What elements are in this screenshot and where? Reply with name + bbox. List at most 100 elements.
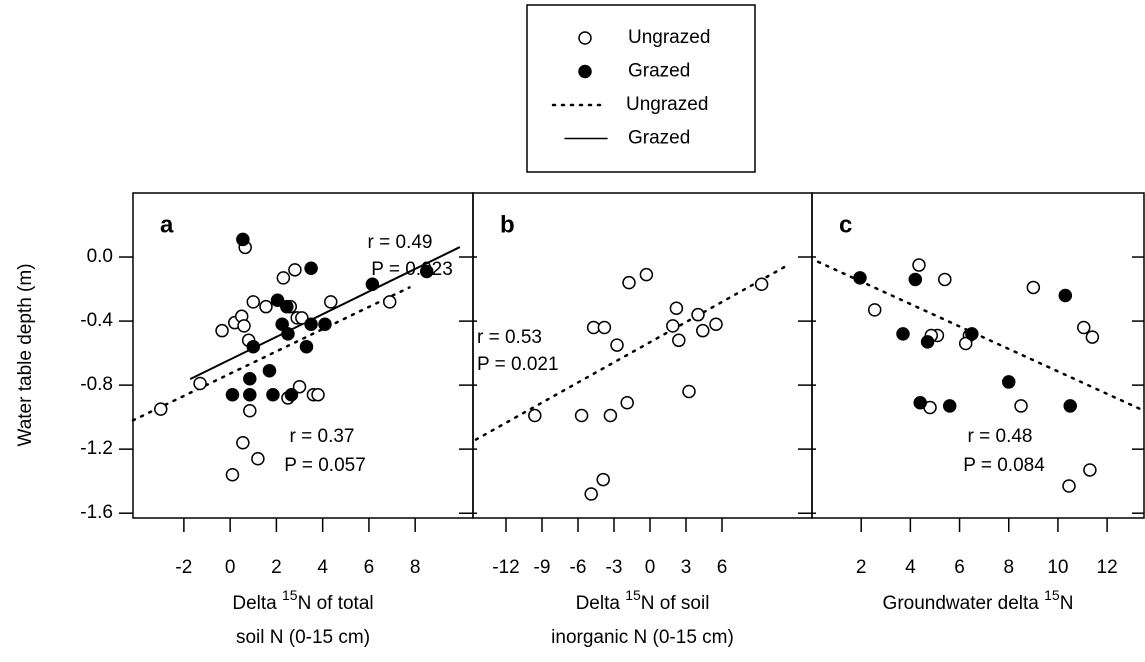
point (682, 384, 696, 399)
point (243, 403, 257, 418)
point (965, 327, 979, 341)
x-tick-label: 2 (856, 557, 867, 578)
point (639, 267, 654, 282)
x-axis-label-line2: soil N (0-15 cm) (236, 627, 370, 648)
annotation-r: r = 0.49 (368, 232, 433, 253)
x-axis-label-part: Delta (232, 593, 282, 614)
point (1062, 479, 1076, 493)
x-tick-label: 12 (1097, 557, 1118, 578)
point (1083, 463, 1097, 477)
point (1014, 399, 1028, 413)
point (920, 335, 935, 349)
point (295, 311, 309, 325)
point (597, 320, 612, 335)
point (1076, 320, 1091, 335)
point (942, 399, 957, 413)
x-tick-label: 6 (954, 557, 965, 578)
point (382, 295, 397, 309)
point (281, 327, 295, 341)
x-axis-label-part: Groundwater delta (883, 593, 1045, 614)
x-axis-label-sup: 15 (282, 587, 298, 603)
annotation-p: P = 0.021 (477, 354, 559, 375)
point (691, 307, 705, 322)
y-tick-label: -1.6 (80, 502, 113, 523)
x-axis-label-sup: 15 (1044, 587, 1060, 603)
panel-label: c (839, 211, 852, 238)
point (669, 301, 684, 316)
legend-label: Grazed (628, 128, 690, 149)
x-axis-label-line2: inorganic N (0-15 cm) (551, 627, 734, 648)
x-tick-label: 0 (225, 557, 236, 578)
legend-marker (578, 64, 592, 79)
x-axis-label-part: N (1060, 593, 1074, 614)
point (938, 272, 952, 287)
point (246, 295, 261, 309)
point (276, 271, 291, 285)
point (365, 277, 380, 292)
point (236, 232, 250, 247)
x-tick-label: 8 (410, 557, 421, 578)
point (696, 323, 710, 338)
y-axis-label: Water table depth (m) (15, 263, 36, 446)
x-axis-label-part: N of total (298, 593, 374, 614)
point (259, 299, 273, 314)
annotation-p: P = 0.023 (371, 259, 453, 280)
x-axis-label: Delta 15N of soil (576, 587, 710, 614)
point (958, 336, 973, 351)
point (867, 303, 882, 317)
point (193, 376, 207, 391)
point (299, 339, 314, 354)
y-tick-label: -1.2 (80, 438, 113, 459)
point (596, 472, 610, 487)
point (666, 319, 680, 333)
point (288, 263, 302, 277)
x-tick-label: 0 (645, 557, 656, 578)
x-axis-label-part: N of soil (641, 593, 710, 614)
x-axis-label: Delta 15N of total (232, 587, 373, 614)
fit-line (189, 246, 461, 380)
point (622, 275, 636, 290)
plot-frame (811, 192, 1145, 519)
point (1026, 280, 1041, 295)
x-tick-label: -9 (534, 557, 551, 578)
x-tick-label: 10 (1047, 557, 1068, 578)
legend-label: Grazed (628, 61, 690, 82)
point (304, 261, 318, 275)
point (292, 379, 307, 394)
x-tick-label: -3 (606, 557, 623, 578)
point (304, 317, 318, 332)
point (243, 387, 257, 402)
x-tick-label: 4 (905, 557, 916, 578)
point (243, 371, 257, 386)
point (270, 293, 285, 308)
point (284, 387, 299, 402)
point (1058, 288, 1073, 303)
legend-label: Ungrazed (628, 27, 710, 48)
point (246, 339, 261, 354)
point (275, 317, 289, 332)
x-tick-label: 2 (271, 557, 282, 578)
annotation-r: r = 0.53 (477, 327, 542, 348)
y-tick-label: -0.4 (80, 310, 113, 331)
point (311, 387, 325, 402)
point (896, 327, 910, 341)
legend-marker (578, 31, 592, 45)
x-axis-label-sup: 15 (625, 587, 641, 603)
point (853, 271, 867, 285)
x-tick-label: 3 (681, 557, 692, 578)
x-tick-label: 6 (717, 557, 728, 578)
point (1085, 330, 1100, 344)
point (574, 408, 589, 423)
x-tick-label: 8 (1003, 557, 1014, 578)
point (215, 323, 229, 338)
x-axis-label-part: Delta (576, 593, 626, 614)
y-tick-label: 0.0 (87, 246, 113, 267)
x-tick-label: 6 (364, 557, 375, 578)
annotation-p: P = 0.084 (963, 455, 1045, 476)
annotation-p: P = 0.057 (284, 455, 366, 476)
fit-line (131, 286, 411, 422)
point (912, 258, 926, 272)
point (709, 317, 723, 332)
point (1001, 375, 1016, 389)
